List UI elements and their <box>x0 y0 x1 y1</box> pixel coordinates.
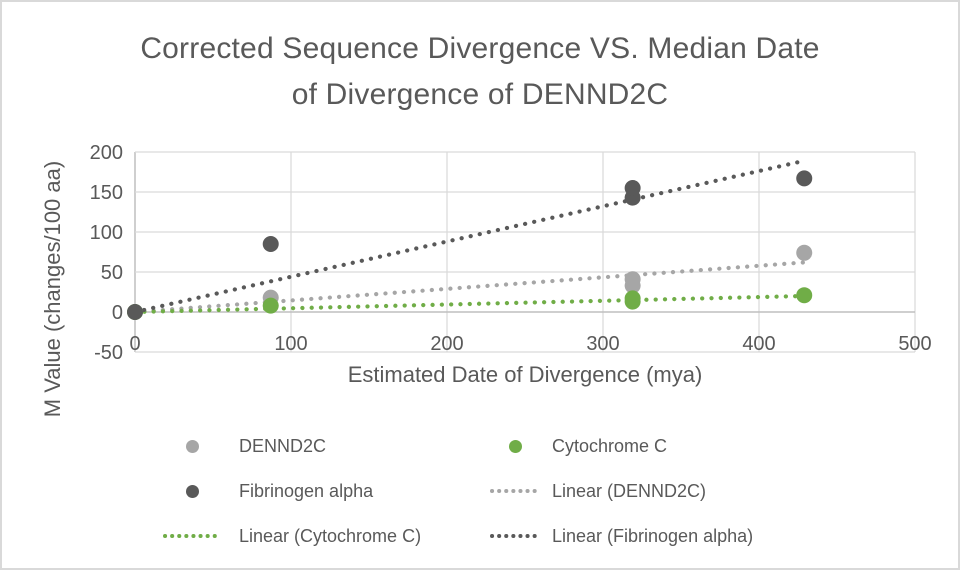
data-point-fibrinogen-alpha <box>624 180 641 196</box>
x-tick-label: 200 <box>430 333 463 355</box>
y-tick-label: 0 <box>112 302 123 324</box>
data-point-fibrinogen-alpha <box>127 304 143 320</box>
x-tick-label: 300 <box>586 333 619 355</box>
x-axis-title: Estimated Date of Divergence (mya) <box>347 362 703 387</box>
y-tick-label: 150 <box>90 182 123 204</box>
data-point-dennd2c <box>624 271 641 288</box>
data-point-cytochrome-c <box>262 297 279 314</box>
x-tick-label: 100 <box>274 333 307 355</box>
chart-title: Corrected Sequence Divergence VS. Median… <box>2 26 958 118</box>
x-tick-label: 0 <box>129 333 140 355</box>
data-point-cytochrome-c <box>624 290 641 307</box>
x-tick-label: 400 <box>742 333 775 355</box>
y-tick-label: 100 <box>90 222 123 244</box>
trendline-linear-dennd2c <box>132 260 807 315</box>
chart-title-line-2: of Divergence of DENND2C <box>291 78 669 111</box>
trendline-linear-fibrinogen-alpha <box>132 158 807 315</box>
y-axis-title: M Value (changes/100 aa) <box>40 160 65 418</box>
data-point-cytochrome-c <box>796 287 813 304</box>
data-point-dennd2c <box>796 244 813 261</box>
y-tick-label: 50 <box>101 262 123 284</box>
chart-title-line-1: Corrected Sequence Divergence VS. Median… <box>140 32 820 65</box>
data-point-fibrinogen-alpha <box>262 236 279 252</box>
data-point-fibrinogen-alpha <box>796 170 813 187</box>
y-tick-label: -50 <box>94 342 123 364</box>
trendline-linear-cytochrome-c <box>132 293 807 315</box>
y-tick-label: 200 <box>90 142 123 164</box>
x-tick-label: 500 <box>898 333 931 355</box>
